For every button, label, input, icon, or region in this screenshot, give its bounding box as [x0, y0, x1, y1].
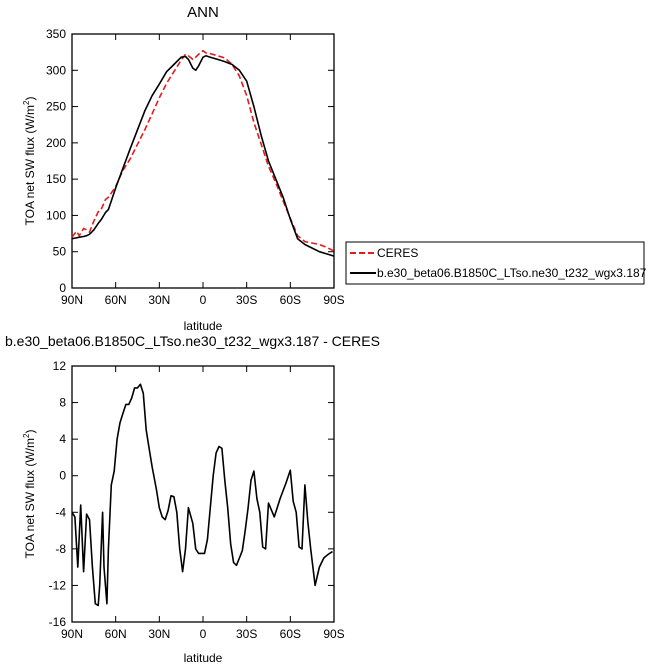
bottom-x-tick-label: 60S: [280, 627, 301, 641]
bottom-x-tick-label: 30S: [236, 627, 257, 641]
bottom-x-axis: 90N 60N 30N 0 30S 60S 90S: [61, 366, 345, 641]
legend-label-ceres: CERES: [377, 246, 418, 260]
top-x-tick-label: 90S: [323, 293, 344, 307]
bottom-y-tick-label: -12: [49, 578, 67, 592]
top-y-axis-label: TOA net SW flux (W/m2): [22, 97, 37, 226]
legend: CERES b.e30_beta06.B1850C_LTso.ne30_t232…: [345, 241, 647, 285]
bottom-y-axis: -16 -12 -8 -4 0 4 8 12: [49, 359, 334, 629]
bottom-y-tick-label: -16: [49, 615, 67, 629]
bottom-y-axis-label: TOA net SW flux (W/m2): [22, 430, 37, 559]
top-x-tick-label: 0: [200, 293, 207, 307]
bottom-chart-title: b.e30_beta06.B1850C_LTso.ne30_t232_wgx3.…: [5, 333, 380, 349]
top-x-tick-label: 90N: [61, 293, 83, 307]
top-y-axis: 0 50 100 150 200 250 300 350: [46, 27, 334, 295]
top-series-lines: [71, 49, 335, 257]
top-series-line-0: [71, 49, 335, 252]
legend-label-model: b.e30_beta06.B1850C_LTso.ne30_t232_wgx3.…: [377, 266, 647, 280]
top-chart-title: ANN: [187, 4, 219, 21]
top-x-axis-label: latitude: [184, 319, 223, 333]
top-y-tick-label: 150: [46, 172, 66, 186]
top-y-tick-label: 350: [46, 27, 66, 41]
top-x-tick-label: 30N: [148, 293, 170, 307]
bottom-series-lines: [71, 383, 333, 607]
top-y-tick-label: 200: [46, 136, 66, 150]
top-y-tick-label: 300: [46, 63, 66, 77]
bottom-x-tick-label: 90N: [61, 627, 83, 641]
bottom-y-tick-label: -8: [55, 542, 66, 556]
top-x-tick-label: 60S: [280, 293, 301, 307]
bottom-x-tick-label: 0: [200, 627, 207, 641]
top-plot-frame: [71, 33, 335, 289]
bottom-y-tick-label: -4: [55, 505, 66, 519]
bottom-x-tick-label: 30N: [148, 627, 170, 641]
top-panel: ANN 0 50 100 150 200 250 300 350 90N 60N 30N 0 30S 6…: [22, 4, 345, 333]
top-y-tick-label: 50: [53, 245, 67, 259]
top-y-tick-label: 0: [59, 281, 66, 295]
top-x-axis: 90N 60N 30N 0 30S 60S 90S: [61, 34, 345, 307]
top-y-tick-label: 250: [46, 100, 66, 114]
bottom-panel: b.e30_beta06.B1850C_LTso.ne30_t232_wgx3.…: [5, 333, 380, 665]
top-x-tick-label: 30S: [236, 293, 257, 307]
bottom-y-tick-label: 12: [53, 359, 67, 373]
top-series-line-1: [71, 54, 335, 257]
bottom-y-tick-label: 8: [59, 396, 66, 410]
bottom-y-tick-label: 0: [59, 469, 66, 483]
bottom-y-tick-label: 4: [59, 432, 66, 446]
legend-box: [345, 241, 645, 285]
bottom-x-tick-label: 60N: [105, 627, 127, 641]
bottom-x-tick-label: 90S: [323, 627, 344, 641]
bottom-x-axis-label: latitude: [184, 651, 223, 665]
bottom-series-line-0: [71, 383, 333, 607]
top-x-tick-label: 60N: [105, 293, 127, 307]
top-y-tick-label: 100: [46, 208, 66, 222]
